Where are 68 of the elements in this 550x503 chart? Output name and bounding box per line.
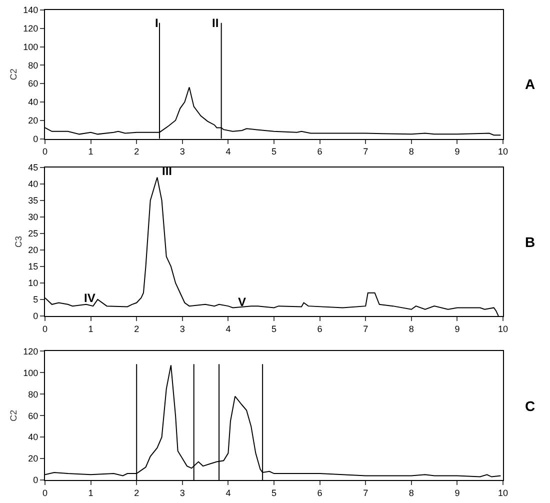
x-tick-label: 7 xyxy=(363,324,368,334)
y-tick-label: 45 xyxy=(28,162,38,173)
x-tick-label: 3 xyxy=(180,488,185,498)
x-tick-label: 9 xyxy=(454,146,460,157)
y-tick-label: 5 xyxy=(33,294,38,305)
x-tick-label: 10 xyxy=(498,324,508,334)
y-tick-label: 120 xyxy=(23,346,38,356)
x-tick-label: 3 xyxy=(180,146,185,157)
x-tick-label: 2 xyxy=(134,146,140,157)
x-tick-label: 7 xyxy=(363,146,368,157)
y-tick-label: 20 xyxy=(28,245,38,256)
y-tick-label: 30 xyxy=(28,212,38,222)
x-tick-label: 8 xyxy=(408,488,414,498)
x-tick-label: 9 xyxy=(454,324,460,334)
x-tick-label: 4 xyxy=(226,146,231,157)
x-tick-label: 8 xyxy=(408,324,414,334)
y-tick-label: 35 xyxy=(28,196,38,206)
x-tick-label: 1 xyxy=(88,324,94,334)
x-tick-label: 4 xyxy=(226,324,231,334)
y-tick-label: 40 xyxy=(28,432,38,442)
x-tick-label: 2 xyxy=(134,324,140,334)
x-tick-label: 1 xyxy=(88,488,94,498)
ref-line-label: II xyxy=(212,16,219,30)
x-tick-label: 0 xyxy=(42,146,48,157)
text: B xyxy=(525,234,536,250)
x-tick-label: 6 xyxy=(317,146,322,157)
y-tick-label: 20 xyxy=(28,116,38,126)
x-tick-label: 0 xyxy=(42,324,48,334)
x-tick-label: 5 xyxy=(271,324,277,334)
x-tick-label: 10 xyxy=(498,488,508,498)
y-tick-label: 100 xyxy=(23,42,38,52)
y-tick-label: 15 xyxy=(28,262,38,272)
x-tick-label: 5 xyxy=(271,146,277,157)
x-tick-label: 6 xyxy=(317,488,322,498)
x-tick-label: 1 xyxy=(88,146,94,157)
x-tick-label: 4 xyxy=(226,488,231,498)
text: C xyxy=(525,398,536,414)
y-tick-label: 40 xyxy=(28,97,38,108)
y-axis-title: C2 xyxy=(8,410,19,422)
annotation: IV xyxy=(84,291,96,305)
y-tick-label: 120 xyxy=(23,24,38,34)
x-tick-label: 3 xyxy=(180,324,185,334)
y-tick-label: 40 xyxy=(28,179,38,190)
x-tick-label: 2 xyxy=(134,488,140,498)
x-tick-label: 7 xyxy=(363,488,368,498)
y-tick-label: 80 xyxy=(28,389,38,400)
y-tick-label: 100 xyxy=(23,368,38,378)
x-tick-label: 5 xyxy=(271,488,277,498)
x-tick-label: 10 xyxy=(498,146,508,157)
x-tick-label: 6 xyxy=(317,324,322,334)
ref-line-label: I xyxy=(155,16,158,30)
y-tick-label: 60 xyxy=(28,410,38,421)
y-tick-label: 25 xyxy=(28,228,38,239)
y-axis-title: C3 xyxy=(14,236,24,248)
y-tick-label: 10 xyxy=(28,278,38,288)
x-tick-label: 0 xyxy=(42,488,48,498)
y-tick-label: 0 xyxy=(33,475,38,486)
y-tick-label: 0 xyxy=(33,311,38,322)
annotation: V xyxy=(238,295,246,309)
text: A xyxy=(525,76,536,92)
y-tick-label: 0 xyxy=(33,134,38,144)
y-axis-title: C2 xyxy=(8,68,19,80)
x-tick-label: 8 xyxy=(408,146,414,157)
y-tick-label: 80 xyxy=(28,60,38,70)
x-tick-label: 9 xyxy=(454,488,460,498)
y-tick-label: 60 xyxy=(28,78,38,89)
y-tick-label: 140 xyxy=(23,5,38,16)
y-tick-label: 20 xyxy=(28,454,38,464)
